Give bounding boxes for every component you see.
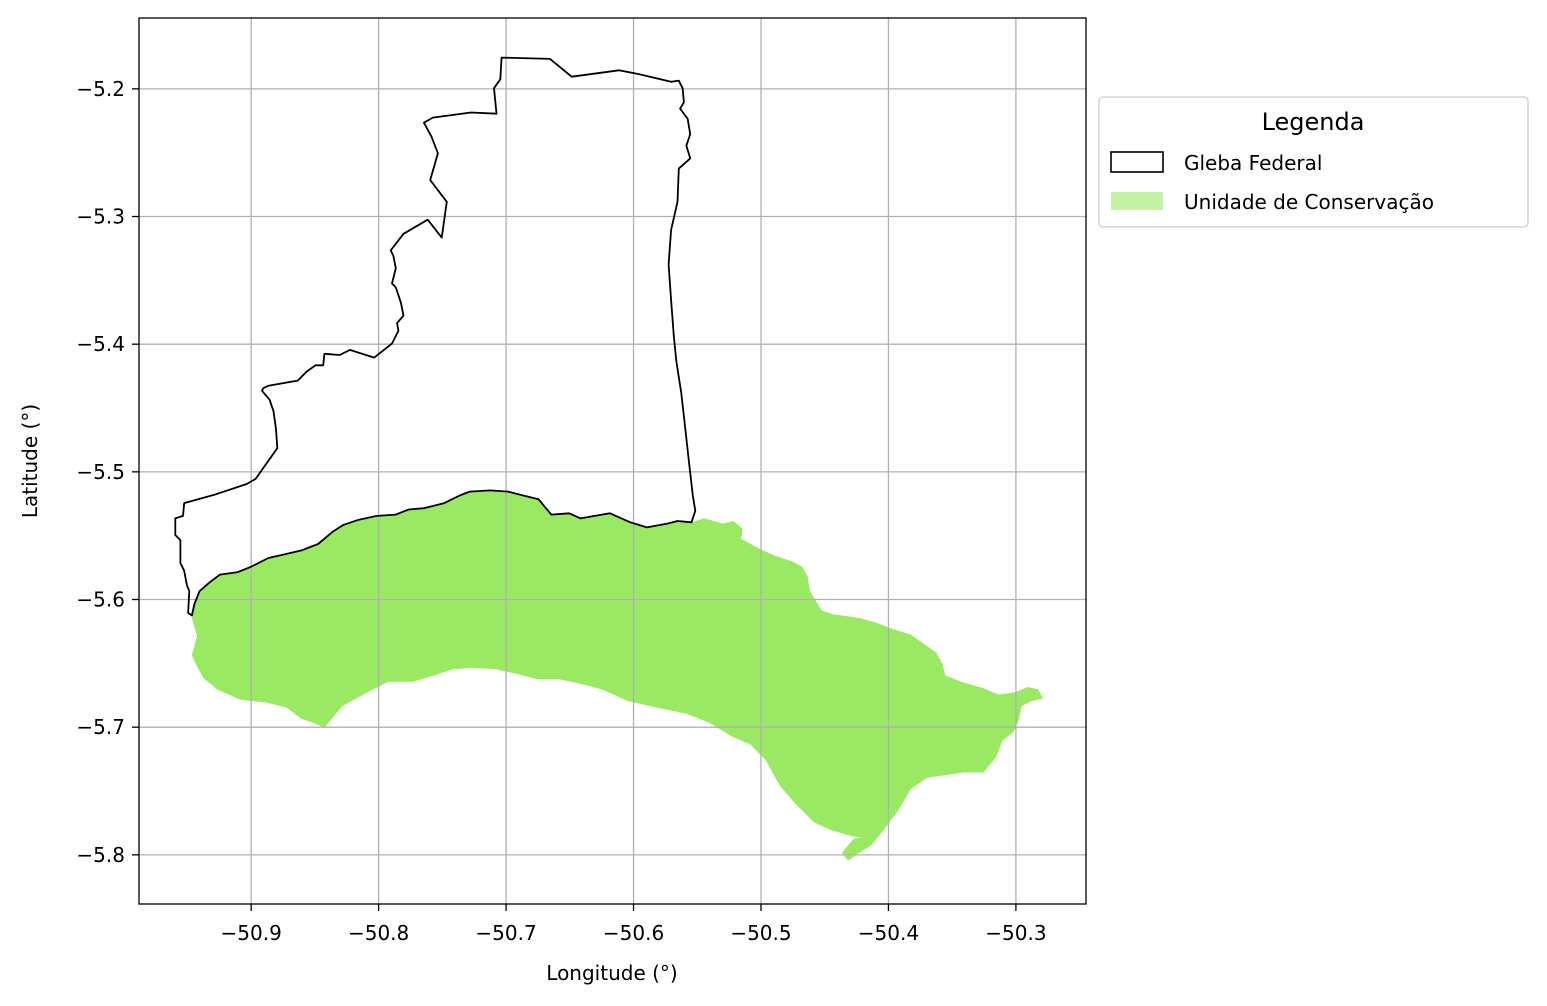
y-tick-label: −5.3 <box>76 205 125 229</box>
y-tick-label: −5.5 <box>76 460 125 484</box>
gleba-federal-layer <box>174 56 697 617</box>
axes-frame <box>138 17 1087 905</box>
x-tick-label: −50.6 <box>603 921 664 945</box>
y-tick-label: −5.2 <box>76 77 125 101</box>
unidade-de-conservacao-layer <box>191 490 1044 861</box>
x-tick-label: −50.8 <box>348 921 409 945</box>
y-tick-label: −5.6 <box>76 588 125 612</box>
x-tick-label: −50.3 <box>985 921 1046 945</box>
x-tick-label: −50.7 <box>475 921 536 945</box>
legend: Legenda Gleba Federal Unidade de Conserv… <box>1098 96 1529 228</box>
legend-box <box>1098 96 1529 228</box>
gleba-federal-outline <box>174 56 697 617</box>
x-axis-label: Longitude (°) <box>546 961 677 985</box>
unidade-de-conservacao-polygon <box>191 490 1044 861</box>
y-tick-label: −5.4 <box>76 332 125 356</box>
gleba-federal-swatch <box>1110 151 1164 173</box>
x-tick-label: −50.4 <box>858 921 919 945</box>
unidade-de-conservacao-swatch <box>1111 192 1163 210</box>
grid-lines <box>139 18 1086 904</box>
legend-title: Legenda <box>1262 108 1365 136</box>
x-axis-ticks: −50.9 −50.8 −50.7 −50.6 −50.5 −50.4 −50.3 <box>221 904 1047 945</box>
x-tick-label: −50.5 <box>730 921 791 945</box>
x-tick-label: −50.9 <box>221 921 282 945</box>
legend-label-gleba-federal: Gleba Federal <box>1184 151 1322 175</box>
y-tick-label: −5.8 <box>76 843 125 867</box>
y-tick-label: −5.7 <box>76 715 125 739</box>
legend-label-unidade-de-conservacao: Unidade de Conservação <box>1184 190 1434 214</box>
y-axis-label: Latitude (°) <box>18 404 42 518</box>
y-axis-ticks: −5.2 −5.3 −5.4 −5.5 −5.6 −5.7 −5.8 <box>76 77 139 867</box>
